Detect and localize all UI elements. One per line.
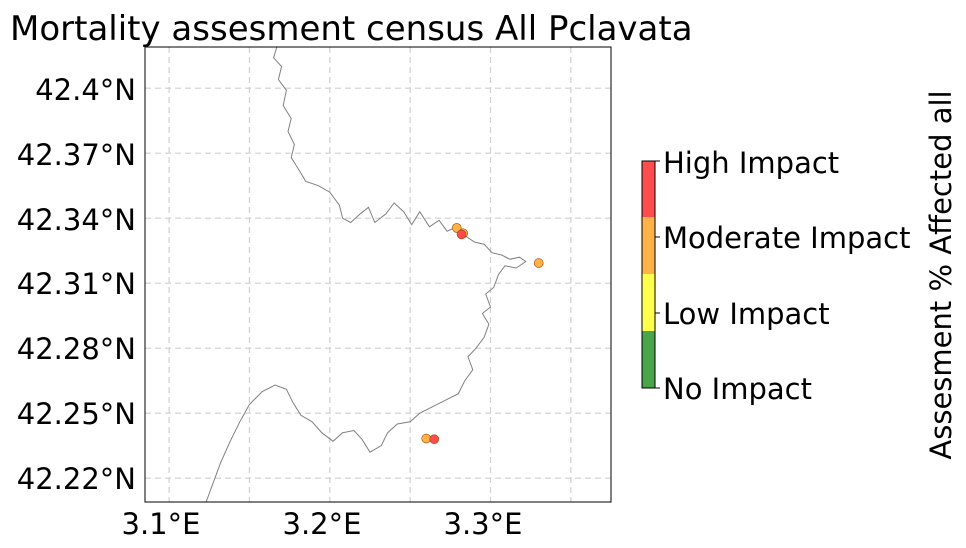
survey-point [533, 258, 544, 268]
y-tick-label: 42.4°N [35, 73, 136, 107]
colorbar-segment-high-impact [642, 161, 655, 217]
colorbar-label: Assesment % Affected all [924, 90, 958, 459]
colorbar-segment-low-impact [642, 274, 655, 331]
survey-point [456, 229, 467, 240]
y-tick-label: 42.37°N [17, 138, 136, 172]
colorbar-segment-moderate-impact [642, 217, 655, 274]
x-tick-label: 3.2°E [283, 507, 362, 541]
y-tick-label: 42.25°N [17, 397, 136, 431]
colorbar-tick-label: Moderate Impact [663, 221, 910, 255]
y-tick-label: 42.28°N [17, 332, 136, 366]
map-background [145, 47, 611, 502]
y-tick-label: 42.34°N [17, 203, 136, 237]
colorbar-tick-label: Low Impact [663, 297, 830, 331]
colorbar-frame [641, 160, 656, 389]
map-area [144, 46, 612, 503]
colorbar-tick-label: High Impact [663, 146, 839, 180]
x-tick-label: 3.1°E [122, 507, 201, 541]
map-frame [144, 46, 612, 503]
survey-point [451, 223, 462, 233]
survey-points [421, 223, 544, 444]
colorbar: No Impact Low Impact Moderate Impact Hig… [641, 90, 958, 460]
y-tick-label: 42.22°N [17, 462, 136, 496]
colorbar-segment-no-impact [642, 331, 655, 388]
colorbar-tick-label: No Impact [663, 372, 812, 406]
survey-point [421, 433, 432, 444]
latitude-axis: 42.4°N 42.37°N 42.34°N 42.31°N 42.28°N 4… [17, 73, 136, 496]
y-tick-label: 42.31°N [17, 267, 136, 301]
grid-lines [145, 47, 611, 502]
longitude-axis: 3.1°E 3.2°E 3.3°E [122, 507, 523, 541]
coastline [205, 46, 527, 503]
x-tick-label: 3.3°E [444, 507, 523, 541]
survey-point [429, 434, 440, 444]
map-title: Mortality assesment census All Pclavata [10, 9, 693, 49]
